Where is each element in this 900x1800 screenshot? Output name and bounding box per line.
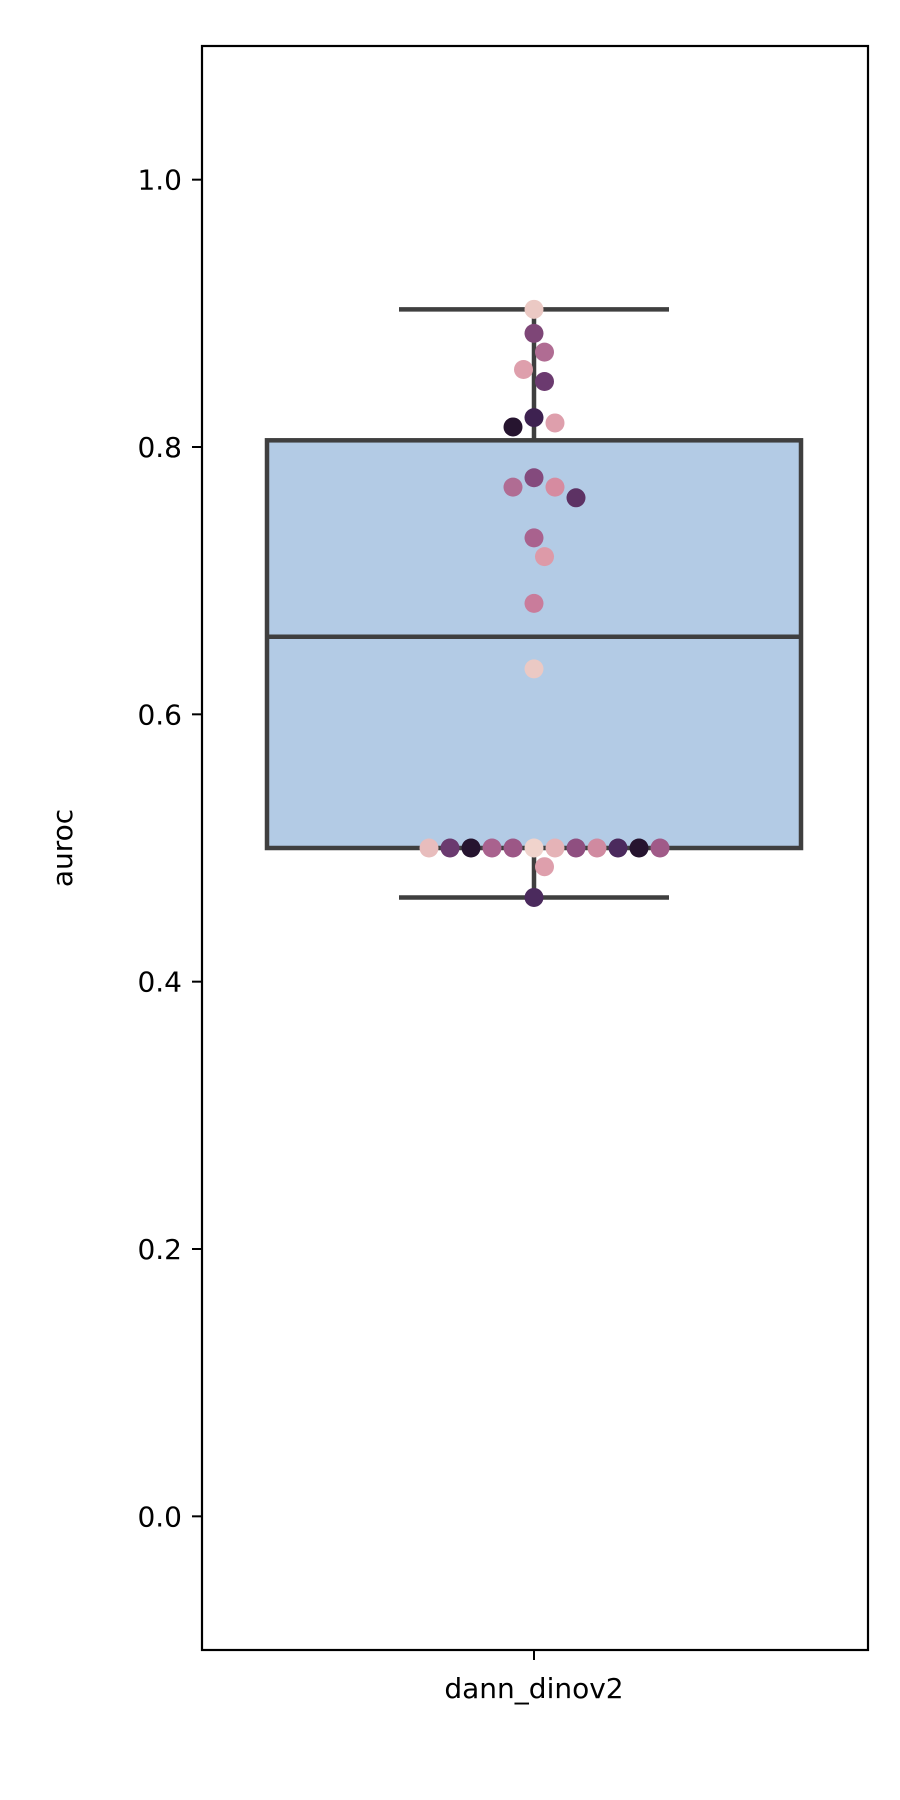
data-point	[524, 838, 544, 858]
data-point	[524, 299, 544, 319]
y-tick-label: 0.2	[137, 1233, 182, 1266]
data-point	[566, 488, 586, 508]
data-point	[545, 838, 565, 858]
data-point	[524, 887, 544, 907]
y-axis-label: auroc	[46, 809, 79, 887]
y-tick-label: 0.4	[137, 966, 182, 999]
data-point	[535, 857, 554, 877]
data-point	[535, 342, 554, 362]
x-tick-label: dann_dinov2	[444, 1672, 623, 1705]
data-point	[524, 408, 544, 428]
y-tick-label: 0.6	[137, 698, 182, 731]
data-point	[440, 838, 460, 858]
data-point	[482, 838, 502, 858]
data-point	[535, 372, 554, 392]
data-point	[419, 838, 439, 858]
data-point	[503, 477, 523, 497]
data-point	[524, 468, 544, 488]
data-point	[503, 838, 523, 858]
data-point	[524, 528, 544, 548]
data-point	[503, 417, 523, 437]
data-point	[650, 838, 670, 858]
data-point	[608, 838, 628, 858]
data-point	[524, 659, 544, 679]
data-point	[514, 359, 533, 379]
data-point	[524, 593, 544, 613]
swarm-points	[419, 299, 670, 907]
data-point	[524, 323, 544, 343]
data-point	[545, 477, 565, 497]
y-tick-label: 1.0	[137, 164, 182, 197]
data-point	[535, 547, 554, 567]
y-tick-label: 0.8	[137, 431, 182, 464]
data-point	[629, 838, 649, 858]
data-point	[587, 838, 607, 858]
data-point	[566, 838, 586, 858]
box-iqr	[264, 438, 804, 851]
data-point	[545, 413, 565, 433]
y-tick-label: 0.0	[137, 1500, 182, 1533]
data-point	[461, 838, 481, 858]
axes: 0.0 0.2 0.4 0.6 0.8 1.0 dann_dinov2	[137, 44, 870, 1705]
